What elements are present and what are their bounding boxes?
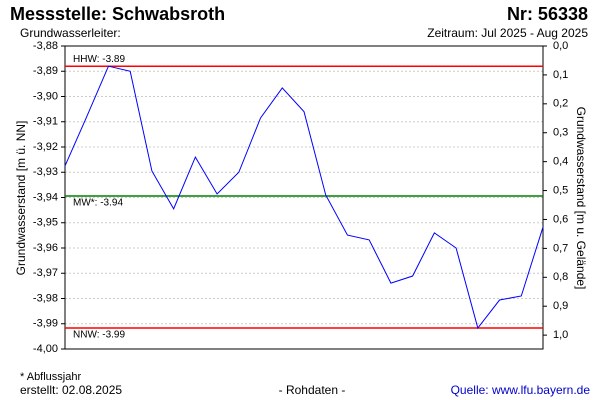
y-tick-label: -4,00 (33, 343, 58, 355)
plot-frame (64, 45, 544, 350)
y2-tick-label: 0,4 (553, 156, 568, 168)
data-line (64, 65, 544, 330)
y2-tick-label: 0,7 (553, 242, 568, 254)
reference-label: NNW: -3.99 (73, 330, 125, 341)
y-tick-label: -3,97 (33, 267, 58, 279)
y-tick-label: -3,92 (33, 141, 58, 153)
y-tick-label: -3,96 (33, 242, 58, 254)
subtitle: Grundwasserleiter: (20, 26, 121, 40)
y2-tick-label: 0,2 (553, 98, 568, 110)
source-link[interactable]: Quelle: www.lfu.bayern.de (451, 383, 591, 397)
y-axis-label: Grundwasserstand [m ü. NN] (14, 121, 28, 276)
y-tick-label: -3,93 (33, 166, 58, 178)
chart-title: Messstelle: Schwabsroth (10, 4, 225, 24)
y-tick-label: -3,94 (33, 191, 58, 203)
y-tick-label: -3,98 (33, 292, 58, 304)
y-tick-label: -3,95 (33, 217, 58, 229)
y-tick-label: -3,90 (33, 90, 58, 102)
y2-tick-label: 0,0 (553, 40, 568, 52)
data-note: - Rohdaten - (279, 383, 346, 397)
y2-tick-label: 0,9 (553, 300, 568, 312)
y-tick-label: -3,91 (33, 116, 58, 128)
reference-label: HHW: -3.89 (73, 54, 125, 65)
y2-tick-label: 0,5 (553, 184, 568, 196)
footnote: * Abflussjahr (20, 371, 81, 383)
y2-tick-label: 0,6 (553, 213, 568, 225)
station-number: Nr: 56338 (507, 4, 588, 24)
created-date: erstellt: 02.08.2025 (20, 383, 122, 397)
period: Zeitraum: Jul 2025 - Aug 2025 (427, 26, 588, 40)
y2-tick-label: 0,8 (553, 271, 568, 283)
y2-tick-label: 1,0 (553, 329, 568, 341)
y2-tick-label: 0,1 (553, 69, 568, 81)
y-tick-label: -3,99 (33, 318, 58, 330)
y-tick-label: -3,89 (33, 65, 58, 77)
y2-axis-label: Grundwasserstand [m u. Gelände] (574, 107, 588, 290)
y2-tick-label: 0,3 (553, 127, 568, 139)
y-tick-label: -3,88 (33, 40, 58, 52)
reference-label: MW*: -3.94 (73, 198, 123, 209)
